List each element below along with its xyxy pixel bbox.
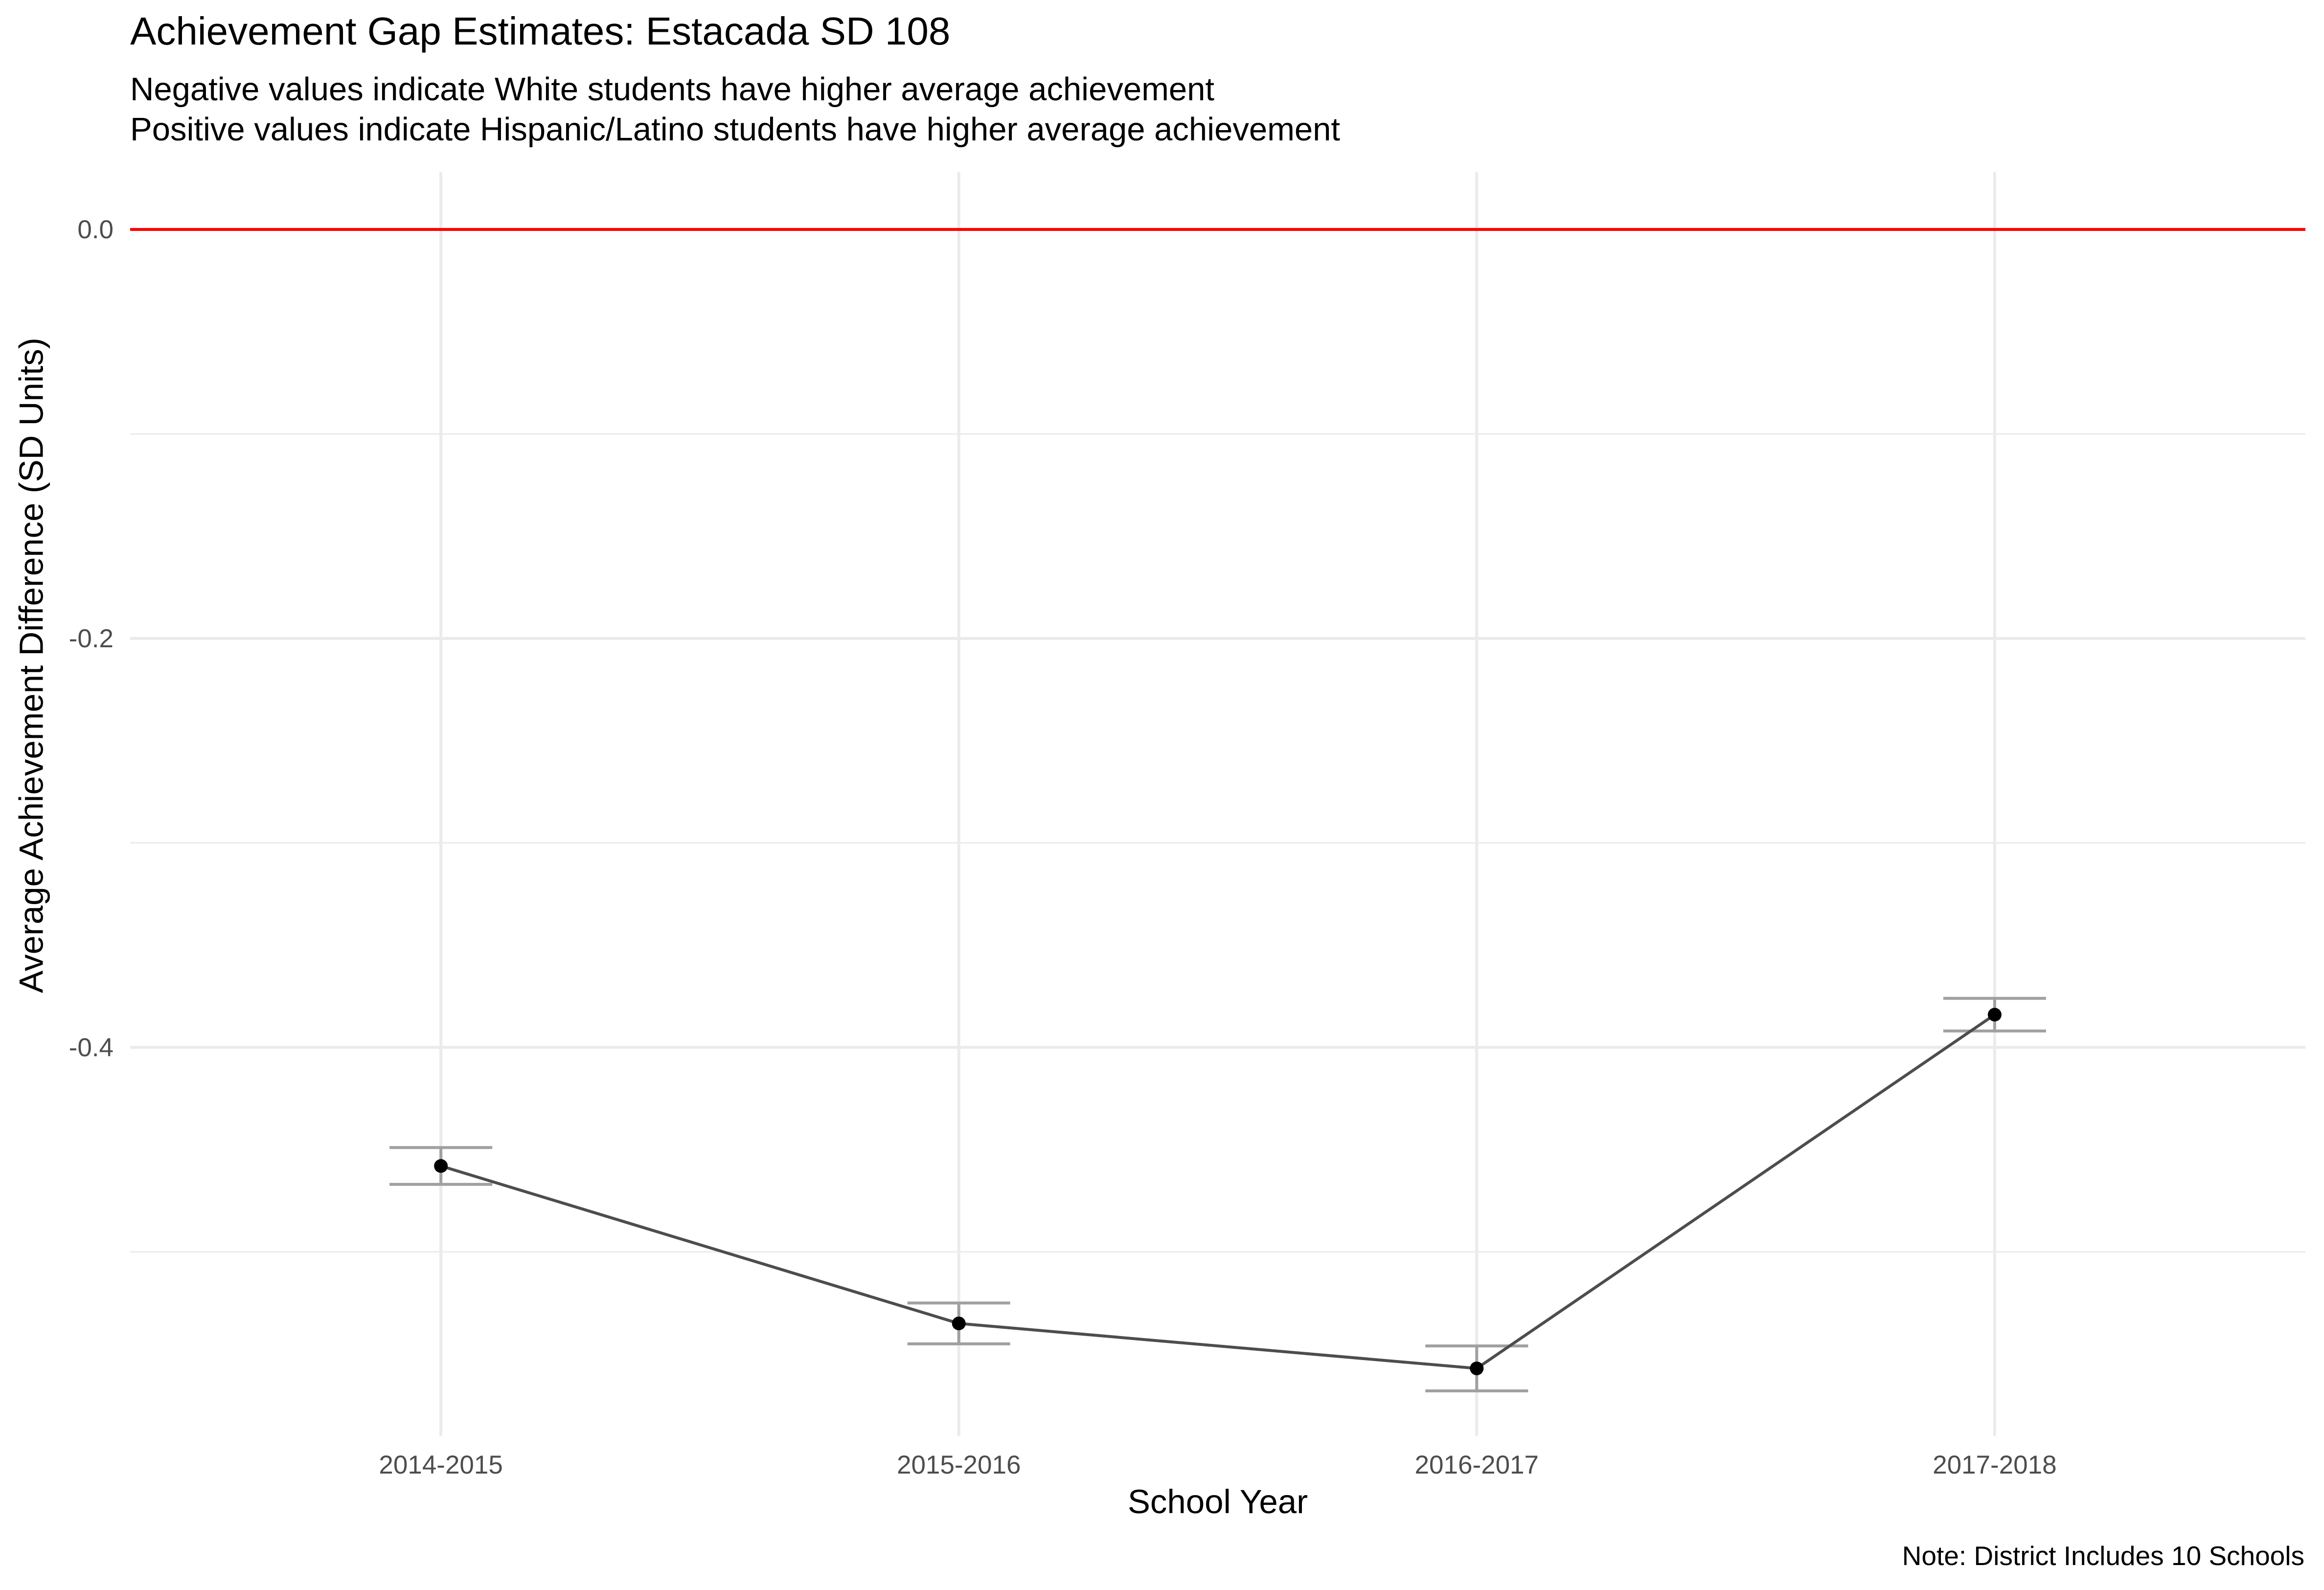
- chart-subtitle-line-2: Positive values indicate Hispanic/Latino…: [130, 111, 1341, 148]
- y-axis-label: Average Achievement Difference (SD Units…: [12, 338, 50, 993]
- x-tick-labels: 2014-2015 2015-2016 2016-2017 2017-2018: [379, 1451, 2056, 1479]
- error-bars: [389, 997, 2046, 1393]
- data-point: [952, 1317, 966, 1331]
- x-axis-label: School Year: [1127, 1483, 1308, 1521]
- major-gridlines: [130, 172, 2305, 1436]
- y-tick-label: -0.4: [69, 1033, 114, 1062]
- data-points: [434, 1008, 2002, 1376]
- data-point: [1470, 1362, 1484, 1376]
- series-line: [440, 1013, 1996, 1370]
- chart-title: Achievement Gap Estimates: Estacada SD 1…: [130, 9, 951, 53]
- data-point: [1987, 1008, 2002, 1022]
- x-tick-label: 2015-2016: [897, 1451, 1021, 1479]
- chart-subtitle-line-1: Negative values indicate White students …: [130, 71, 1215, 108]
- data-point: [434, 1159, 448, 1173]
- y-tick-labels: 0.0 -0.2 -0.4: [69, 215, 114, 1062]
- y-tick-label: -0.2: [69, 624, 114, 653]
- chart-caption: Note: District Includes 10 Schools: [1902, 1541, 2304, 1571]
- minor-gridlines: [130, 433, 2305, 1253]
- x-tick-label: 2016-2017: [1415, 1451, 1539, 1479]
- y-tick-label: 0.0: [77, 215, 114, 244]
- x-tick-label: 2017-2018: [1933, 1451, 2056, 1479]
- x-tick-label: 2014-2015: [379, 1451, 502, 1479]
- series-line-group: [440, 1013, 1996, 1370]
